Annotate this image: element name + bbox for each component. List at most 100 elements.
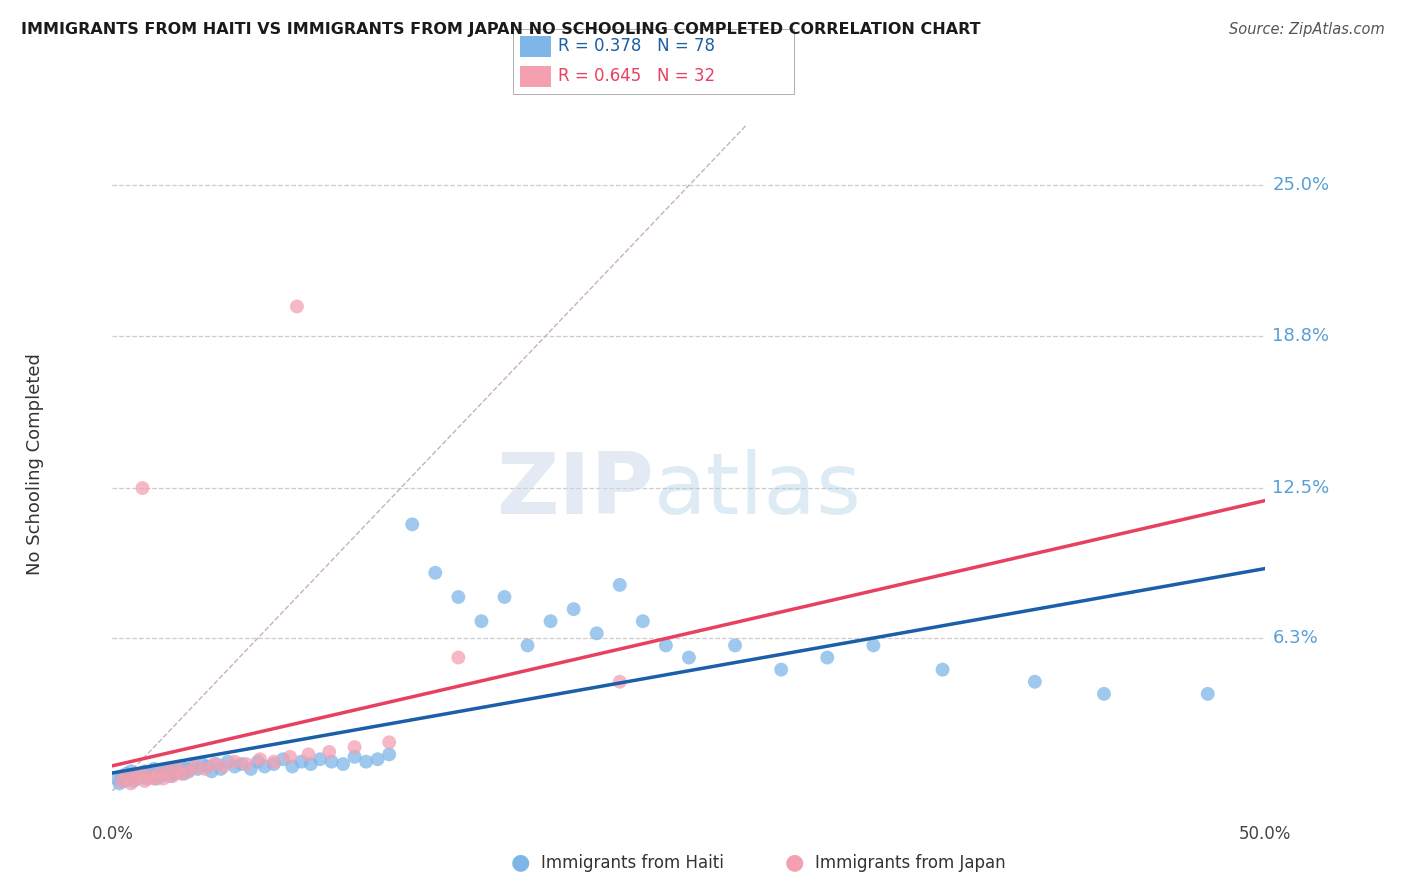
Point (297, 747, 319, 762)
Point (143, 762, 166, 776)
Point (343, 749, 366, 764)
Point (177, 764, 200, 779)
Text: Source: ZipAtlas.com: Source: ZipAtlas.com (1229, 22, 1385, 37)
Point (609, 578, 631, 592)
Point (201, 764, 224, 779)
Point (1092, 687, 1115, 701)
Text: IMMIGRANTS FROM HAITI VS IMMIGRANTS FROM JAPAN NO SCHOOLING COMPLETED CORRELATIO: IMMIGRANTS FROM HAITI VS IMMIGRANTS FROM… (21, 22, 981, 37)
Point (148, 766, 170, 780)
Text: R = 0.378   N = 78: R = 0.378 N = 78 (558, 37, 716, 55)
Point (343, 740, 366, 755)
Text: Immigrants from Haiti: Immigrants from Haiti (541, 854, 724, 871)
Point (447, 590, 470, 604)
Point (401, 517, 423, 532)
Point (170, 759, 193, 773)
Point (271, 752, 294, 766)
Point (246, 755, 269, 769)
Point (166, 762, 188, 776)
Point (815, 650, 838, 665)
Point (159, 769, 181, 783)
Point (249, 752, 271, 766)
Point (166, 762, 188, 776)
Point (235, 757, 257, 772)
Point (562, 602, 585, 616)
Point (155, 766, 177, 780)
Point (862, 639, 884, 653)
Point (1024, 674, 1046, 689)
Point (540, 614, 562, 628)
Point (299, 757, 322, 772)
Text: ●: ● (785, 853, 804, 872)
Point (378, 747, 401, 762)
Point (143, 772, 166, 786)
Point (131, 769, 153, 783)
Point (378, 735, 401, 749)
Point (194, 762, 217, 776)
Point (149, 769, 172, 783)
Point (609, 674, 631, 689)
Point (253, 759, 276, 773)
Point (127, 772, 149, 786)
Point (134, 774, 156, 789)
Point (187, 762, 209, 776)
Point (115, 769, 138, 783)
Text: R = 0.645   N = 32: R = 0.645 N = 32 (558, 67, 716, 86)
Point (138, 766, 160, 780)
Point (202, 757, 225, 772)
Point (170, 766, 193, 780)
Point (117, 772, 139, 786)
Point (191, 757, 214, 772)
Point (239, 762, 262, 776)
Point (655, 639, 678, 653)
Text: atlas: atlas (654, 450, 862, 533)
Point (163, 766, 186, 780)
Bar (520, 66, 551, 87)
Point (141, 769, 163, 783)
Point (285, 300, 308, 314)
Point (177, 764, 200, 779)
Text: 6.3%: 6.3% (1272, 629, 1319, 648)
Point (224, 759, 246, 773)
Text: ZIP: ZIP (496, 450, 654, 533)
Point (152, 764, 174, 779)
Text: 50.0%: 50.0% (1239, 825, 1292, 843)
Point (112, 774, 135, 789)
Point (124, 772, 146, 786)
Point (122, 774, 145, 789)
Point (278, 749, 301, 764)
Point (148, 766, 170, 780)
Point (108, 776, 131, 790)
Point (181, 759, 204, 773)
Point (263, 757, 285, 772)
Point (231, 757, 253, 772)
Point (631, 614, 654, 628)
Point (111, 774, 134, 789)
Point (318, 745, 340, 759)
Point (678, 650, 700, 665)
Point (138, 769, 160, 783)
Point (115, 766, 138, 780)
Point (425, 566, 447, 580)
Point (152, 772, 174, 786)
Point (321, 755, 343, 769)
Point (162, 769, 184, 783)
Point (1197, 687, 1219, 701)
Point (367, 752, 389, 766)
Point (931, 663, 953, 677)
Point (516, 639, 538, 653)
Point (169, 764, 191, 779)
Point (120, 776, 142, 790)
Point (184, 759, 207, 773)
Text: 18.8%: 18.8% (1272, 326, 1330, 344)
Point (724, 639, 747, 653)
Point (585, 626, 607, 640)
Point (156, 764, 179, 779)
Point (120, 764, 142, 779)
Point (136, 772, 159, 786)
Point (162, 764, 184, 779)
Point (205, 757, 228, 772)
Point (770, 663, 793, 677)
Bar (520, 36, 551, 57)
Point (470, 614, 492, 628)
Point (217, 755, 239, 769)
